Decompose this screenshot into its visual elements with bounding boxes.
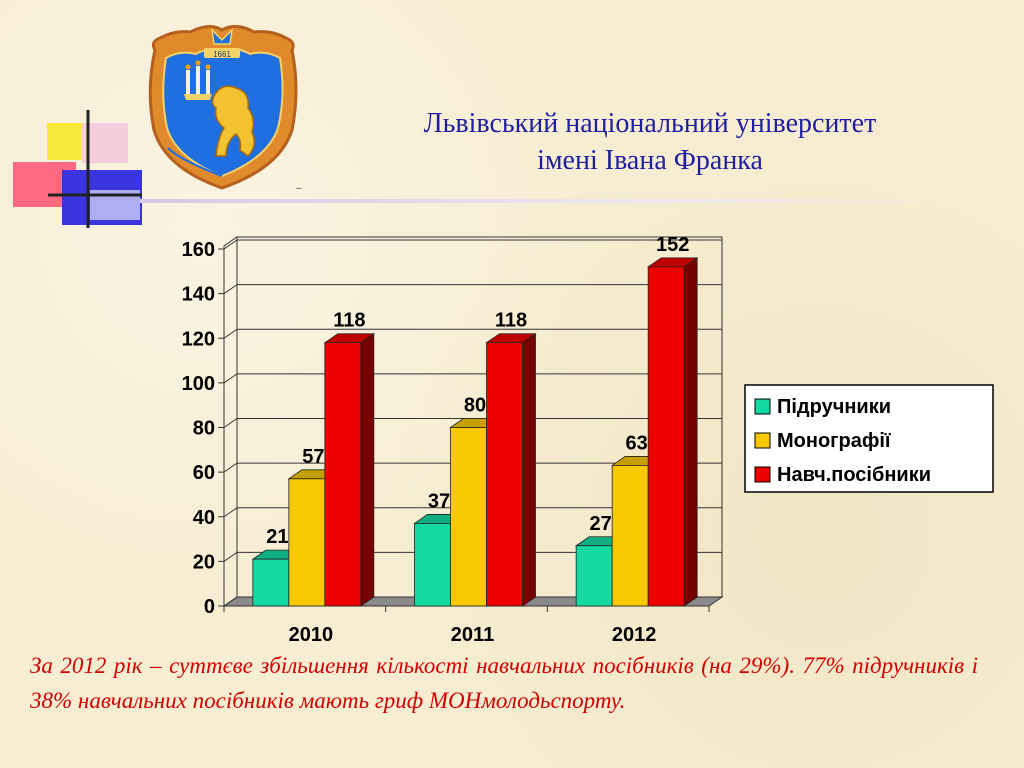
bar-front: [611, 465, 649, 607]
legend-label: Навч.посібники: [777, 464, 931, 486]
data-label: 63: [626, 432, 648, 454]
y-tick-label: 0: [204, 596, 215, 618]
header-divider: [140, 199, 970, 203]
bar-side: [360, 332, 375, 607]
gridline-side: [223, 284, 238, 295]
y-tick-label: 100: [182, 373, 215, 395]
bar-front: [324, 342, 362, 607]
header-title-line1: Львівський національний університет: [423, 108, 877, 139]
y-tick-label: 140: [182, 284, 215, 306]
legend-swatch: [754, 432, 771, 449]
legend-label: Підручники: [777, 396, 891, 418]
y-tick-label: 20: [193, 551, 215, 573]
data-label: 152: [656, 234, 689, 256]
bar-2011-2: [485, 332, 537, 607]
data-label: 21: [266, 526, 288, 548]
data-label: 27: [590, 513, 612, 535]
data-label: 57: [302, 446, 324, 468]
legend-label: Монографії: [777, 430, 891, 452]
bar-front: [414, 523, 451, 607]
data-labels: 21 57 118 37 80 118 27 63 152: [266, 234, 689, 548]
svg-text:–: –: [296, 183, 302, 194]
x-axis: 2010 2011 2012: [223, 606, 710, 646]
bar-front: [288, 478, 326, 607]
bar-chart: 0 20 40 60 80 100 120 140 160 2010 2011 2012 21 57 1…: [182, 234, 994, 646]
decorative-squares: [13, 110, 142, 228]
gridline-side: [223, 328, 238, 339]
gridline-side: [223, 551, 238, 562]
y-tick-label: 120: [182, 328, 215, 350]
y-tick-label: 80: [193, 418, 215, 440]
y-tick-label: 60: [193, 462, 215, 484]
gridline-side: [223, 418, 238, 428]
header-title-line2: імені Івана Франка: [537, 145, 763, 176]
bar-2010-2: [323, 332, 376, 607]
bar-front: [647, 266, 685, 607]
logo-area: 1661 –: [13, 25, 302, 228]
footnote-text: За 2012 рік – суттєве збільшення кількос…: [30, 653, 978, 713]
chart-bars: [251, 257, 699, 607]
data-label: 118: [333, 310, 365, 332]
y-tick-label: 40: [193, 507, 215, 529]
bar-2012-2: [646, 257, 699, 607]
bar-front: [486, 342, 523, 607]
data-label: 80: [464, 395, 486, 417]
legend-swatch: [754, 398, 771, 415]
coat-of-arms-emblem: 1661: [148, 25, 298, 190]
data-label: 118: [495, 310, 527, 332]
y-tick-label: 160: [182, 239, 215, 261]
emblem-year: 1661: [213, 50, 231, 59]
x-tick-label: 2010: [289, 624, 334, 646]
bar-side: [522, 332, 536, 607]
gridline-side: [223, 239, 238, 250]
data-label: 37: [428, 490, 450, 512]
bar-front: [575, 545, 613, 607]
legend-swatch: [754, 466, 771, 483]
bar-front: [252, 558, 290, 607]
gridline-side: [223, 373, 238, 384]
y-axis: 0 20 40 60 80 100 120 140 160: [182, 239, 225, 618]
header-title: Львівський національний університет імен…: [330, 105, 970, 179]
gridline-side: [223, 462, 238, 473]
bar-front: [450, 427, 487, 607]
legend-box: [744, 384, 994, 493]
chart-legend: Підручники Монографії Навч.посібники: [744, 384, 994, 493]
x-tick-label: 2012: [612, 624, 657, 646]
x-tick-label: 2011: [451, 624, 494, 646]
gridline-side: [223, 507, 238, 518]
bar-side: [683, 257, 698, 607]
